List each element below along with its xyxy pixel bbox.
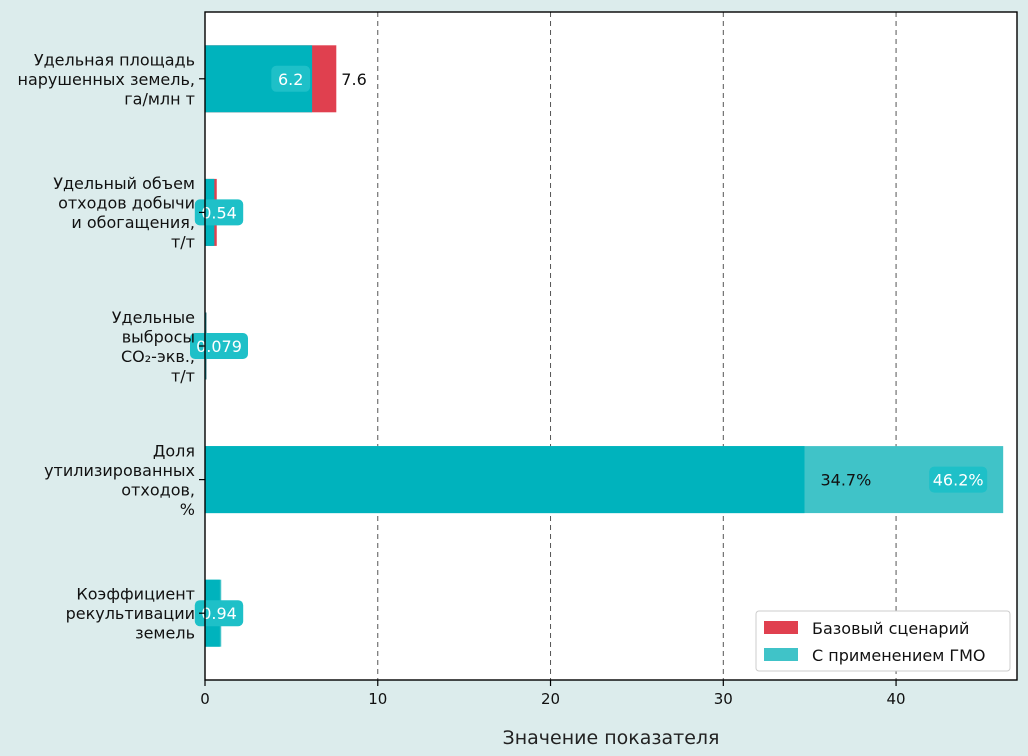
value-label-gmo: 0.94 — [201, 604, 237, 623]
x-tick-label: 40 — [887, 690, 906, 708]
x-axis-label: Значение показателя — [503, 727, 720, 749]
y-tick-label: Доля утилизированных отходов,% — [44, 441, 195, 518]
value-label-box — [271, 65, 311, 92]
value-label-base: 34.7% — [820, 471, 871, 490]
value-label-gmo: 46.2% — [933, 471, 984, 490]
legend: Базовый сценарий С применением ГМО — [755, 610, 1011, 672]
legend-label-base: Базовый сценарий — [812, 619, 969, 638]
x-tick-label: 0 — [200, 690, 210, 708]
value-label-box — [194, 600, 244, 627]
grid-lines — [377, 12, 897, 680]
value-label-box — [929, 466, 988, 493]
y-tick-label: Удельный объем отходов добычи и обогащения… — [53, 174, 195, 252]
y-tick-label: Удельная площадь нарушенных земель, га/млн… — [18, 50, 196, 108]
x-axis: 0 10 20 30 40 — [200, 680, 906, 708]
value-label-base: 7.6 — [341, 70, 366, 89]
legend-frame — [755, 610, 1011, 672]
x-tick-label: 20 — [541, 690, 560, 708]
legend-swatch-base — [764, 621, 798, 634]
legend-label-gmo: С применением ГМО — [812, 646, 986, 665]
plot-area — [205, 12, 1017, 680]
x-tick-label: 10 — [368, 690, 387, 708]
x-tick-label: 30 — [714, 690, 733, 708]
value-label-box — [194, 199, 244, 226]
value-label-gmo: 0.54 — [201, 203, 237, 222]
bar-base — [205, 446, 805, 514]
y-tick-label: Удельные выбросы CO₂-экв., т/т — [112, 308, 195, 386]
value-label-gmo: 0.079 — [196, 337, 242, 356]
value-label-gmo: 6.2 — [278, 70, 303, 89]
legend-swatch-gmo — [764, 648, 798, 661]
y-tick-label: Коэффициент рекультивации земель — [66, 585, 195, 643]
y-axis: Удельная площадь нарушенных земель, га/млн… — [18, 50, 205, 643]
